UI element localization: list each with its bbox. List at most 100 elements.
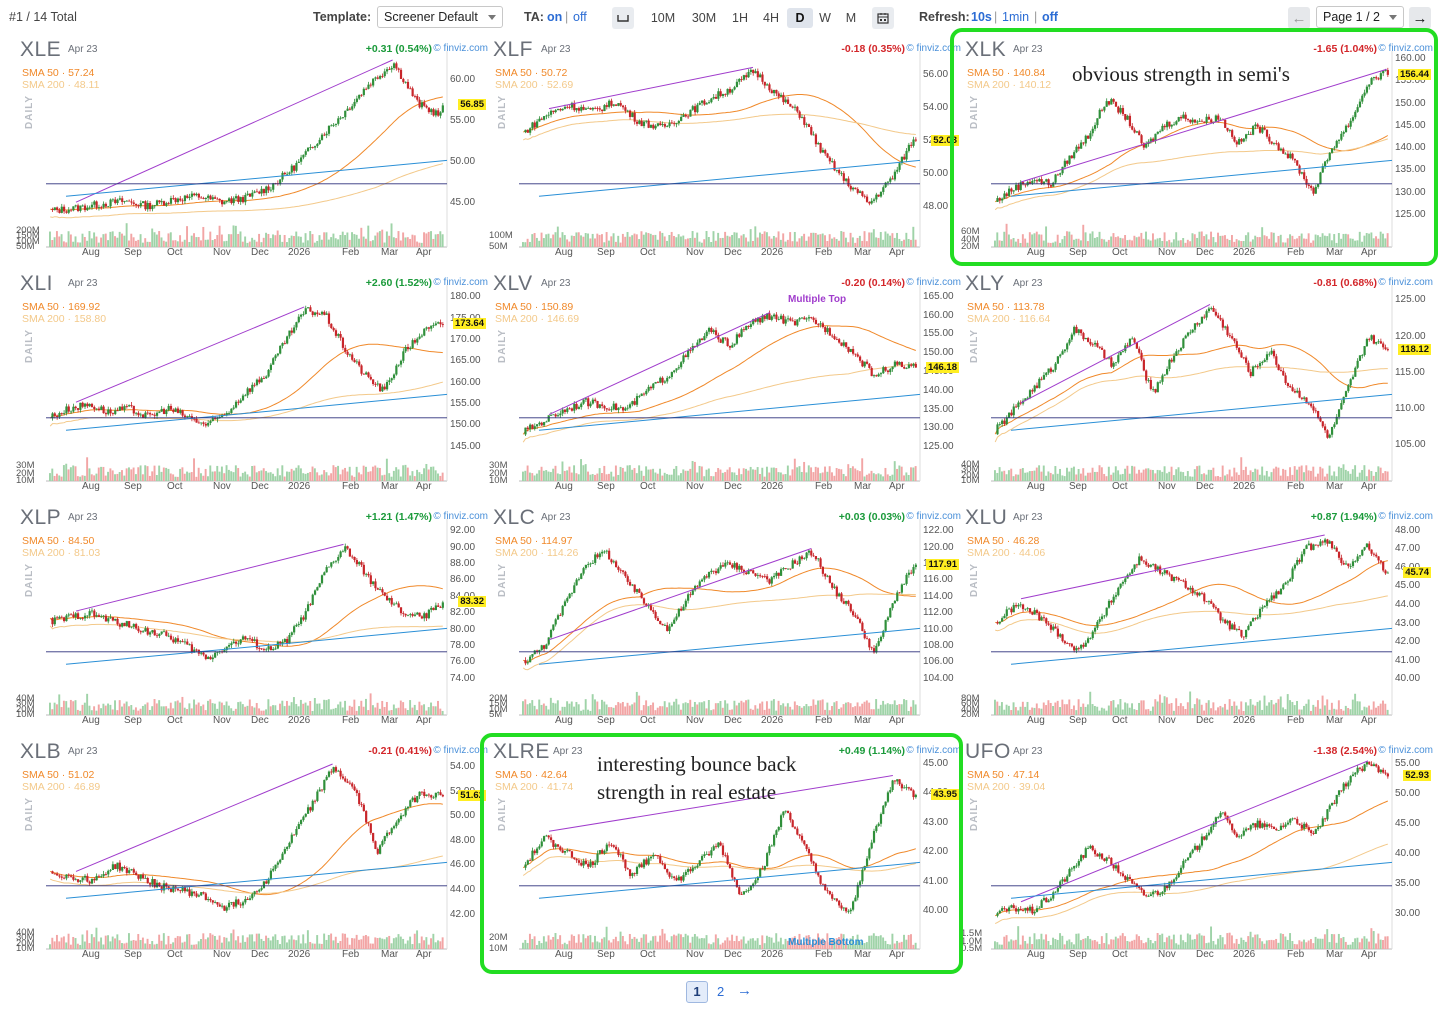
volume-bar — [738, 702, 741, 715]
volume-bar — [524, 242, 527, 247]
volume-bar — [230, 708, 233, 715]
volume-bar — [1061, 239, 1064, 247]
timeframe-30m-button[interactable]: 30M — [691, 11, 717, 25]
volume-bar — [700, 702, 703, 715]
candle-body — [51, 209, 54, 211]
volume-bar — [877, 237, 880, 247]
volume-bar — [1098, 710, 1101, 715]
arrow-left-icon[interactable]: ← — [1288, 7, 1310, 29]
volume-bar — [432, 238, 435, 247]
candle-body — [738, 565, 741, 570]
refresh-1min-link[interactable]: 1min — [1002, 10, 1030, 24]
candle-body — [791, 320, 794, 322]
chart-panel-xlb[interactable]: XLB Apr 23 -0.21 (0.41%) © finviz.com SMA 50… — [10, 739, 488, 967]
volume-bar — [1333, 234, 1336, 247]
volume-bar — [1310, 470, 1312, 481]
last-price-tag: 156.44 — [1397, 68, 1431, 80]
volume-bar — [1177, 705, 1180, 715]
timeframe-m-button[interactable]: M — [845, 11, 857, 25]
candle-body — [1307, 543, 1310, 546]
template-select[interactable]: Screener Default — [377, 6, 503, 28]
calendar-icon[interactable] — [872, 7, 894, 29]
candle-body — [339, 117, 342, 119]
timeframe-10m-button[interactable]: 10M — [650, 11, 676, 25]
chart-panel-xle[interactable]: XLE Apr 23 +0.31 (0.54%) © finviz.com SMA 50… — [10, 37, 488, 265]
candle-body — [615, 403, 618, 411]
volume-bar — [1277, 235, 1280, 247]
volume-bar — [374, 235, 377, 247]
volume-bar — [234, 465, 237, 481]
volume-bar — [1275, 702, 1278, 715]
candle-body — [246, 193, 249, 195]
timeframe-4h-button[interactable]: 4H — [763, 11, 779, 25]
volume-bar — [654, 234, 657, 247]
chart-panel-xlu[interactable]: XLU Apr 23 +0.87 (1.94%) © finviz.com SMA 50… — [955, 505, 1433, 733]
volume-bar — [1233, 467, 1236, 481]
page-select[interactable]: Page 1 / 2 — [1316, 6, 1404, 28]
volume-bar — [1019, 242, 1022, 247]
volume-bar — [130, 940, 133, 949]
candle-body — [339, 551, 342, 558]
volume-bar — [747, 699, 750, 715]
volume-bar — [125, 223, 128, 247]
candle-body — [833, 586, 836, 588]
candle-body — [589, 563, 592, 565]
candle-body — [332, 124, 335, 126]
volume-bar — [803, 233, 806, 247]
chart-panel-xlp[interactable]: XLP Apr 23 +1.21 (1.47%) © finviz.com SMA 50… — [10, 505, 488, 733]
candle-body — [376, 77, 379, 79]
candle-body — [1238, 139, 1241, 145]
candle-body — [265, 649, 268, 651]
timeframe-w-button[interactable]: W — [819, 11, 831, 25]
candle-body — [845, 600, 848, 604]
candle-body — [1063, 641, 1066, 644]
refresh-off-link[interactable]: off — [1042, 10, 1058, 24]
resistance-trendline — [1020, 303, 1211, 404]
chart-panel-xli[interactable]: XLI Apr 23 +2.60 (1.52%) © finviz.com SMA 50… — [10, 271, 488, 499]
volume-bar — [905, 472, 908, 481]
volume-bar — [141, 242, 144, 247]
volume-bar — [220, 234, 223, 247]
candle-body — [735, 563, 739, 570]
arrow-right-icon[interactable]: → — [1409, 7, 1431, 29]
ta-off-link[interactable]: off — [573, 10, 587, 24]
volume-bar — [1261, 466, 1264, 481]
candle-body — [826, 575, 829, 577]
candle-body — [1247, 625, 1250, 630]
candle-body — [1344, 125, 1348, 133]
volume-bar — [735, 705, 738, 715]
spacing-icon[interactable] — [612, 7, 634, 29]
timeframe-1h-button[interactable]: 1H — [732, 11, 748, 25]
candle-body — [430, 325, 433, 329]
volume-bar — [1372, 701, 1375, 715]
volume-bar — [1314, 706, 1317, 715]
candle-body — [687, 116, 690, 118]
candle-body — [207, 656, 210, 660]
candle-body — [821, 150, 824, 153]
volume-bar — [1310, 710, 1312, 715]
candle-body — [1066, 343, 1069, 350]
volume-bar — [1163, 232, 1166, 247]
volume-bar — [104, 233, 107, 247]
candle-body — [1277, 143, 1280, 151]
volume-bar — [1170, 466, 1173, 481]
volume-bar — [62, 241, 65, 247]
chart-panel-xlf[interactable]: XLF Apr 23 -0.18 (0.35%) © finviz.com SMA 50… — [483, 37, 961, 265]
candle-body — [1098, 109, 1101, 119]
candle-body — [793, 106, 797, 108]
volume-bar — [325, 700, 328, 715]
last-price-tag: 173.64 — [452, 318, 486, 330]
candle-body — [416, 338, 419, 343]
timeframe-d-button[interactable]: D — [787, 8, 813, 28]
refresh-10s-link[interactable]: 10s — [971, 10, 992, 24]
chart-panel-xly[interactable]: XLY Apr 23 -0.81 (0.68%) © finviz.com SMA 50… — [955, 271, 1433, 499]
candle-body — [102, 406, 105, 414]
ta-on-link[interactable]: on — [547, 10, 563, 24]
candle-body — [1251, 366, 1255, 377]
candle-body — [390, 67, 393, 70]
chart-panel-xlv[interactable]: XLV Apr 23 -0.20 (0.14%) © finviz.com SMA 50… — [483, 271, 961, 499]
chart-panel-xlk[interactable]: XLK Apr 23 -1.65 (1.04%) © finviz.com SMA 50… — [955, 37, 1433, 265]
chart-panel-xlc[interactable]: XLC Apr 23 +0.03 (0.03%) © finviz.com SMA 50… — [483, 505, 961, 733]
volume-bar — [854, 242, 857, 247]
candle-body — [167, 635, 170, 637]
